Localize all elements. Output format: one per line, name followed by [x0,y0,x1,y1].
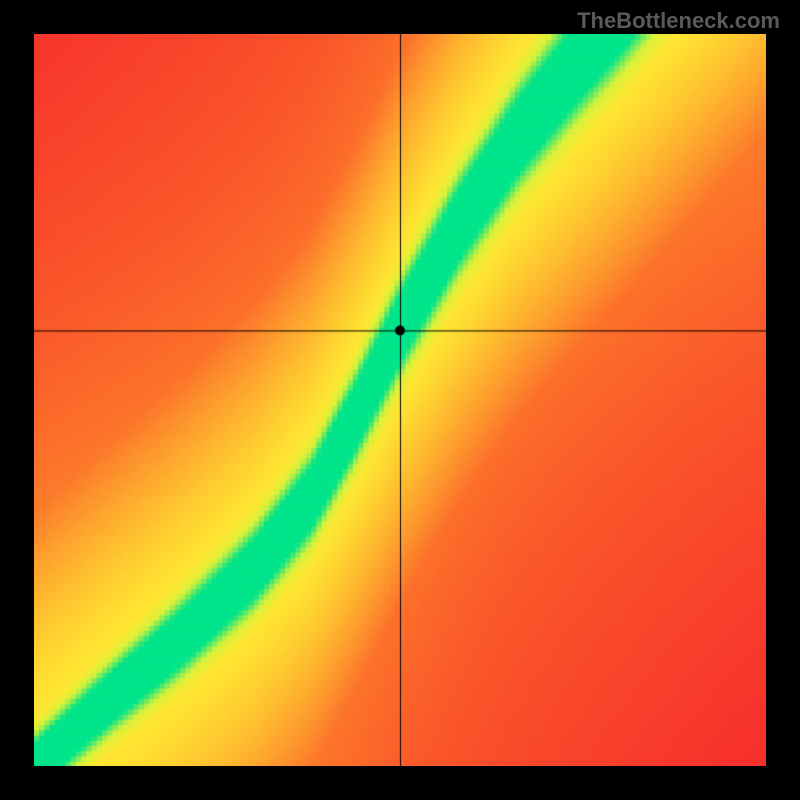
watermark-text: TheBottleneck.com [577,8,780,34]
bottleneck-heatmap [34,34,766,766]
